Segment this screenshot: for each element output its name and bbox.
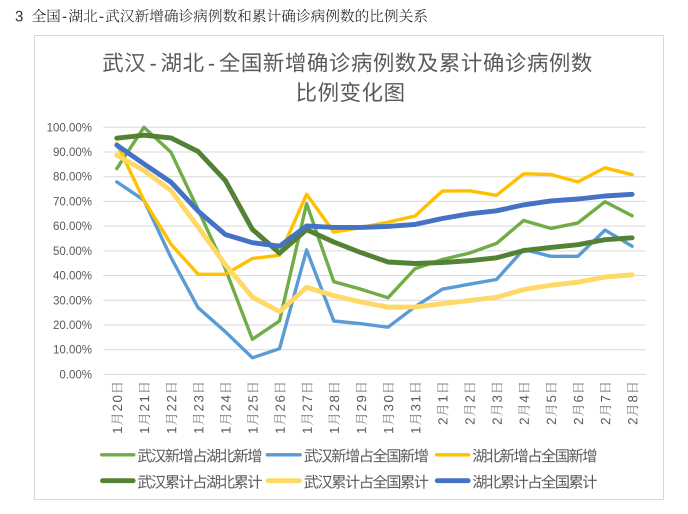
svg-text:90.00%: 90.00% — [53, 147, 92, 159]
svg-text:0.00%: 0.00% — [59, 369, 92, 381]
svg-text:80.00%: 80.00% — [53, 172, 92, 184]
svg-text:20.00%: 20.00% — [53, 320, 92, 332]
svg-text:100.00%: 100.00% — [47, 122, 92, 134]
svg-text:70.00%: 70.00% — [53, 196, 92, 208]
svg-text:30.00%: 30.00% — [53, 295, 92, 307]
svg-text:50.00%: 50.00% — [53, 246, 92, 258]
svg-text:60.00%: 60.00% — [53, 221, 92, 233]
svg-text:10.00%: 10.00% — [53, 345, 92, 357]
svg-text:40.00%: 40.00% — [53, 271, 92, 283]
